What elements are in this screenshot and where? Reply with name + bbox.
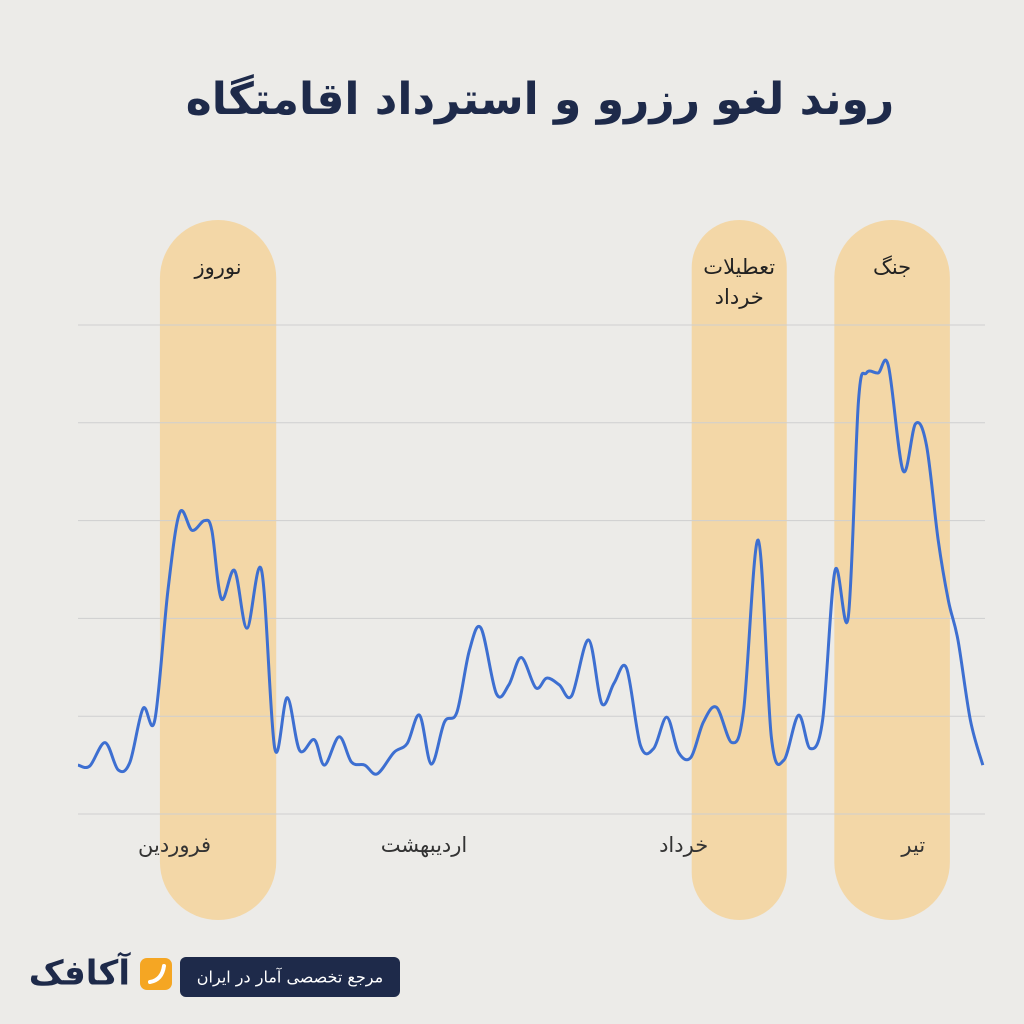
highlight-band: [834, 220, 950, 920]
logo-icon-mark: [148, 964, 166, 984]
chart-title: روند لغو رزرو و استرداد اقامتگاه: [186, 73, 894, 125]
grid: فروردین اردیبهشت خرداد تیر: [78, 324, 985, 857]
x-tick-label: خرداد: [659, 833, 708, 857]
tagline-badge: [180, 957, 400, 997]
brand: آکافک: [29, 952, 132, 994]
tagline: مرجع تخصصی آمار در ایران: [197, 968, 383, 988]
bands: نوروز تعطیلات خرداد جنگ: [159, 220, 950, 920]
logo-icon: [140, 958, 172, 990]
x-tick-label: تیر: [900, 833, 925, 857]
band-label: جنگ: [873, 255, 911, 279]
x-tick-label: اردیبهشت: [381, 833, 468, 857]
band-label: تعطیلات: [703, 255, 775, 279]
data-line: [77, 358, 985, 776]
x-tick-label: فروردین: [138, 833, 211, 857]
band-label: نوروز: [194, 255, 242, 279]
band-label: خرداد: [715, 285, 764, 309]
highlight-band: [691, 220, 787, 920]
plot: [77, 358, 985, 776]
